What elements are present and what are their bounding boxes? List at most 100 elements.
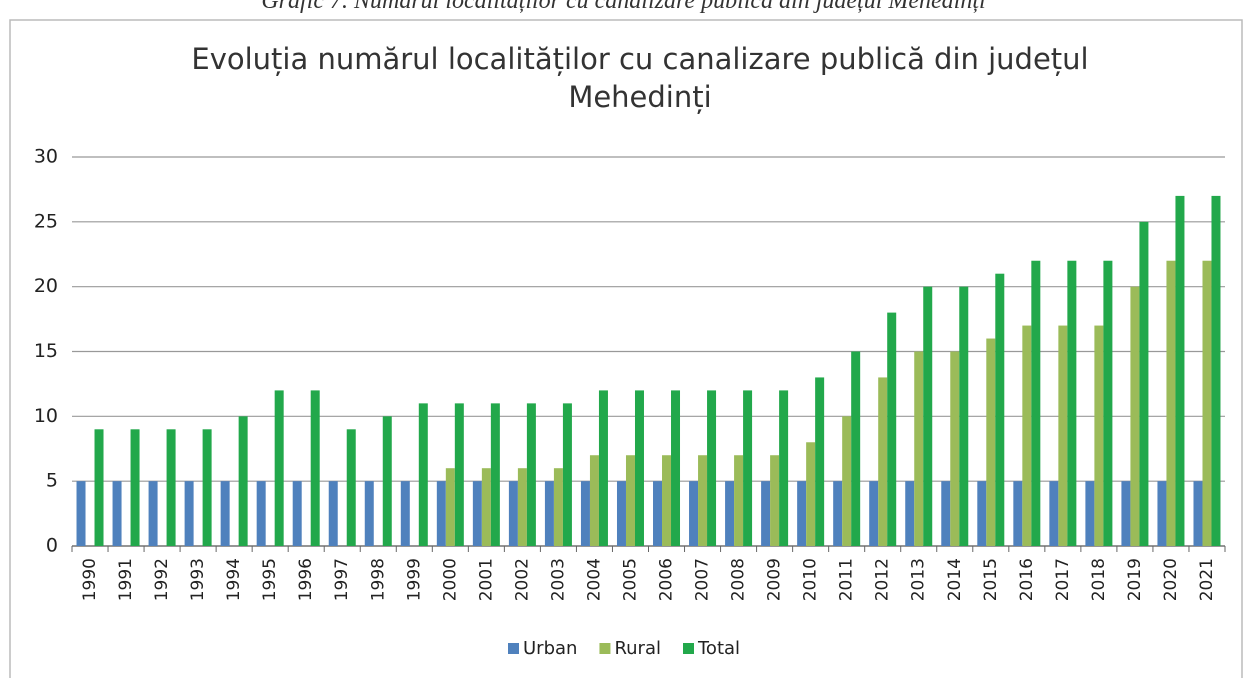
bar xyxy=(1121,481,1131,546)
bar xyxy=(580,481,590,546)
y-tick-label: 25 xyxy=(34,210,58,232)
bar xyxy=(445,468,455,546)
bar xyxy=(977,481,987,546)
bar xyxy=(634,390,644,546)
bar xyxy=(274,390,284,546)
bar xyxy=(1067,260,1077,546)
bar xyxy=(923,286,933,546)
bar xyxy=(1094,325,1104,546)
bar xyxy=(653,481,663,546)
bar xyxy=(869,481,879,546)
bar xyxy=(761,481,771,546)
bar xyxy=(995,273,1005,546)
bar xyxy=(508,481,518,546)
x-tick-label: 1992 xyxy=(152,558,172,601)
bar xyxy=(689,481,699,546)
y-tick-label: 10 xyxy=(34,405,58,427)
x-tick-label: 2017 xyxy=(1053,558,1073,601)
bar xyxy=(887,312,897,546)
bar xyxy=(1085,481,1095,546)
x-tick-label: 1996 xyxy=(296,558,316,601)
bar xyxy=(112,481,122,546)
bar xyxy=(418,403,428,546)
legend-label: Rural xyxy=(614,638,661,659)
bar xyxy=(544,481,554,546)
x-tick-label: 2020 xyxy=(1161,558,1181,601)
x-tick-label: 1993 xyxy=(188,558,208,601)
x-tick-label: 2000 xyxy=(440,558,460,601)
bar xyxy=(130,429,140,546)
bar xyxy=(76,481,86,546)
bar xyxy=(436,481,446,546)
bar xyxy=(1202,260,1212,546)
bar xyxy=(472,481,482,546)
x-tick-label: 2005 xyxy=(620,558,640,601)
bar xyxy=(589,455,599,546)
x-tick-label: 2019 xyxy=(1125,558,1145,601)
y-tick-label: 0 xyxy=(46,535,58,557)
x-tick-label: 2001 xyxy=(476,558,496,601)
bar xyxy=(1022,325,1032,546)
y-tick-label: 5 xyxy=(46,470,58,492)
bar xyxy=(1211,195,1221,546)
bar xyxy=(148,481,158,546)
bar xyxy=(1175,195,1185,546)
x-tick-label: 2018 xyxy=(1089,558,1109,601)
bar xyxy=(310,390,320,546)
bar xyxy=(1157,481,1167,546)
bar xyxy=(959,286,969,546)
bar xyxy=(202,429,212,546)
x-tick-label: 2004 xyxy=(584,558,604,601)
x-tick-label: 2012 xyxy=(873,558,893,601)
bar xyxy=(770,455,780,546)
bar xyxy=(833,481,843,546)
x-tick-label: 2016 xyxy=(1017,558,1037,601)
bar xyxy=(346,429,356,546)
x-tick-label: 2007 xyxy=(693,558,713,601)
bar xyxy=(914,351,924,546)
x-tick-label: 2011 xyxy=(837,558,857,601)
legend-label: Urban xyxy=(523,638,577,659)
bar xyxy=(1193,481,1203,546)
x-tick-label: 1998 xyxy=(368,558,388,601)
bar xyxy=(481,468,491,546)
x-tick-label: 2015 xyxy=(981,558,1001,601)
bar xyxy=(698,455,708,546)
bar xyxy=(364,481,374,546)
bar xyxy=(1139,221,1149,547)
legend-swatch xyxy=(683,643,694,654)
bar xyxy=(517,468,527,546)
x-tick-label: 1990 xyxy=(80,558,100,601)
bar xyxy=(743,390,753,546)
bar xyxy=(1130,286,1140,546)
x-tick-label: 1999 xyxy=(404,558,424,601)
bar xyxy=(382,416,392,546)
legend-swatch xyxy=(508,643,519,654)
y-tick-label: 30 xyxy=(34,146,58,168)
bar xyxy=(526,403,536,546)
bar xyxy=(662,455,672,546)
bar xyxy=(986,338,996,546)
bar xyxy=(878,377,888,546)
bar xyxy=(562,403,572,546)
bar xyxy=(815,377,825,546)
bar xyxy=(806,442,816,546)
bar xyxy=(707,390,717,546)
bar xyxy=(1103,260,1113,546)
x-tick-label: 2010 xyxy=(801,558,821,601)
bar xyxy=(1058,325,1068,546)
bar xyxy=(598,390,608,546)
bar xyxy=(625,455,635,546)
y-tick-label: 20 xyxy=(34,275,58,297)
bar xyxy=(1049,481,1059,546)
bar xyxy=(292,481,302,546)
bar xyxy=(725,481,735,546)
bar xyxy=(238,416,248,546)
bar xyxy=(950,351,960,546)
bar xyxy=(400,481,410,546)
x-tick-label: 2002 xyxy=(512,558,532,601)
chart-title: Evoluția numărul localităților cu canali… xyxy=(191,42,1089,114)
legend-label: Total xyxy=(697,638,740,659)
x-tick-label: 1997 xyxy=(332,558,352,601)
